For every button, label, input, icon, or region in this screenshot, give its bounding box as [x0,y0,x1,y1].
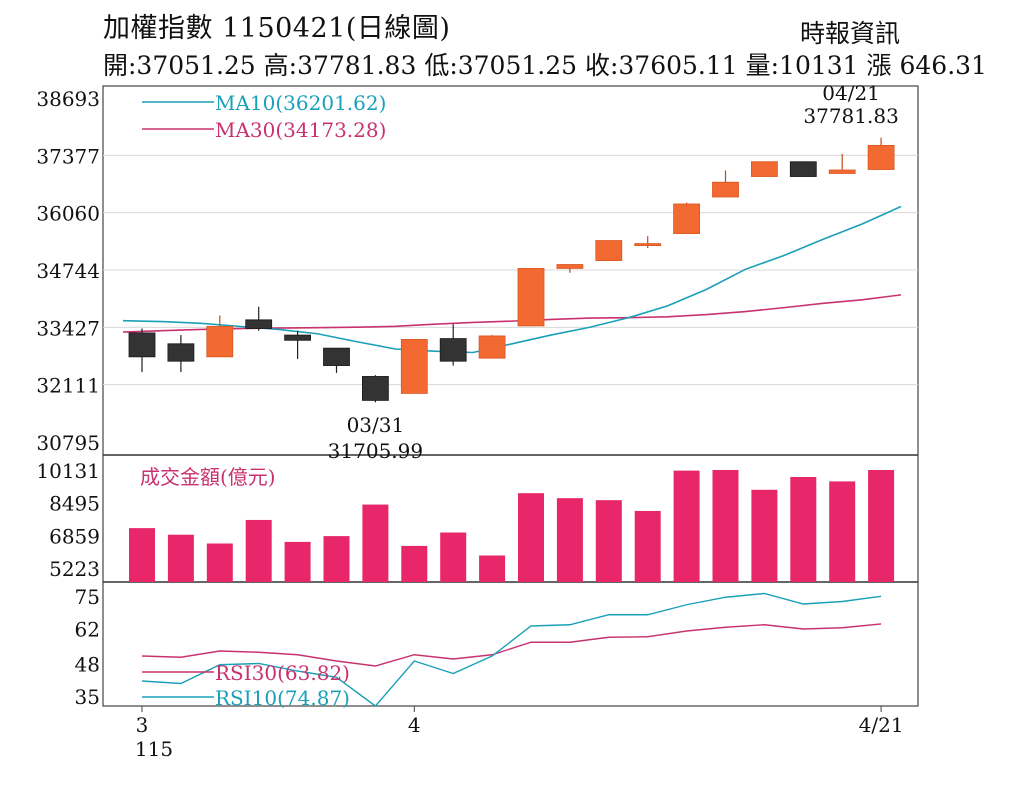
volume-bar [673,470,700,582]
candle-body [128,332,156,358]
chart-frame [102,85,919,707]
volume-bar [167,534,194,582]
candle-body [206,325,234,358]
rsi-legend-label: RSI10(74.87) [215,686,350,710]
candle-body [361,376,389,401]
volume-tick-label: 6859 [49,524,100,548]
candle-body [751,161,778,177]
high-annotation-value: 37781.83 [803,104,898,128]
chart-title: 加權指數 1150421(日線圖) [103,13,451,44]
volume-tick-label: 8495 [49,492,100,516]
price-tick-label: 32111 [36,374,100,398]
price-tick-label: 38693 [36,87,100,111]
candle-body [828,169,856,174]
rsi-tick-label: 48 [75,653,100,677]
volume-bar [245,519,272,582]
x-tick-label: 4 [408,713,421,737]
price-tick-label: 36060 [36,202,100,226]
price-tick-label: 33427 [36,316,100,340]
candle-body [712,181,739,198]
volume-bar [790,477,817,582]
ohlc-summary: 開:37051.25 高:37781.83 低:37051.25 收:37605… [103,51,987,80]
candle-body [167,343,195,362]
x-tick-label: 4/21 [859,713,904,737]
volume-bar [401,545,428,582]
ma-legend-label: MA30(34173.28) [215,118,386,142]
price-tick-label: 30795 [36,431,100,455]
volume-bar [440,532,467,582]
volume-panel-title: 成交金額(億元) [140,465,276,489]
rsi10-line [141,592,882,707]
x-tick-sublabel: 115 [135,737,173,761]
volume-bar [284,541,311,582]
x-tick-label: 3 [136,713,149,737]
volume-bar [829,481,856,582]
rsi-tick-label: 75 [75,585,100,609]
candle-body [517,268,545,327]
candle-body [284,334,312,341]
volume-bar [595,500,622,582]
candle-body [634,243,662,247]
rsi-tick-label: 62 [75,618,100,642]
candle-body [867,144,895,170]
high-annotation-date: 04/21 [822,81,880,105]
volume-bar [712,470,739,582]
candle-body [400,339,428,394]
candle-body [478,335,506,359]
ma10-line [122,205,902,354]
price-tick-label: 34744 [36,259,100,283]
ma-legend-label: MA10(36201.62) [215,91,386,115]
candle-body [245,319,273,329]
rsi-legend-label: RSI30(63.82) [215,661,350,685]
volume-bar [362,504,389,582]
candle-body [323,347,350,366]
volume-bar [751,489,778,582]
candle-body [789,161,817,177]
low-annotation-value: 31705.99 [328,439,423,463]
rsi-tick-label: 35 [75,685,100,709]
candle-body [439,338,467,362]
volume-tick-label: 10131 [36,459,100,483]
volume-bar [868,470,895,582]
candle-body [673,203,700,234]
candle-body [556,264,584,269]
volume-tick-label: 5223 [49,557,100,581]
volume-bar [556,498,583,582]
price-tick-label: 37377 [36,144,100,168]
rsi30-line [141,623,882,667]
low-annotation-date: 03/31 [347,413,405,437]
candle-body [595,240,623,261]
source-label: 時報資訊 [800,19,901,48]
volume-bar [323,536,350,582]
volume-bar [206,543,233,582]
volume-bar [518,493,544,582]
volume-bar [129,528,155,582]
volume-bar [479,555,506,582]
volume-bar [634,510,661,582]
